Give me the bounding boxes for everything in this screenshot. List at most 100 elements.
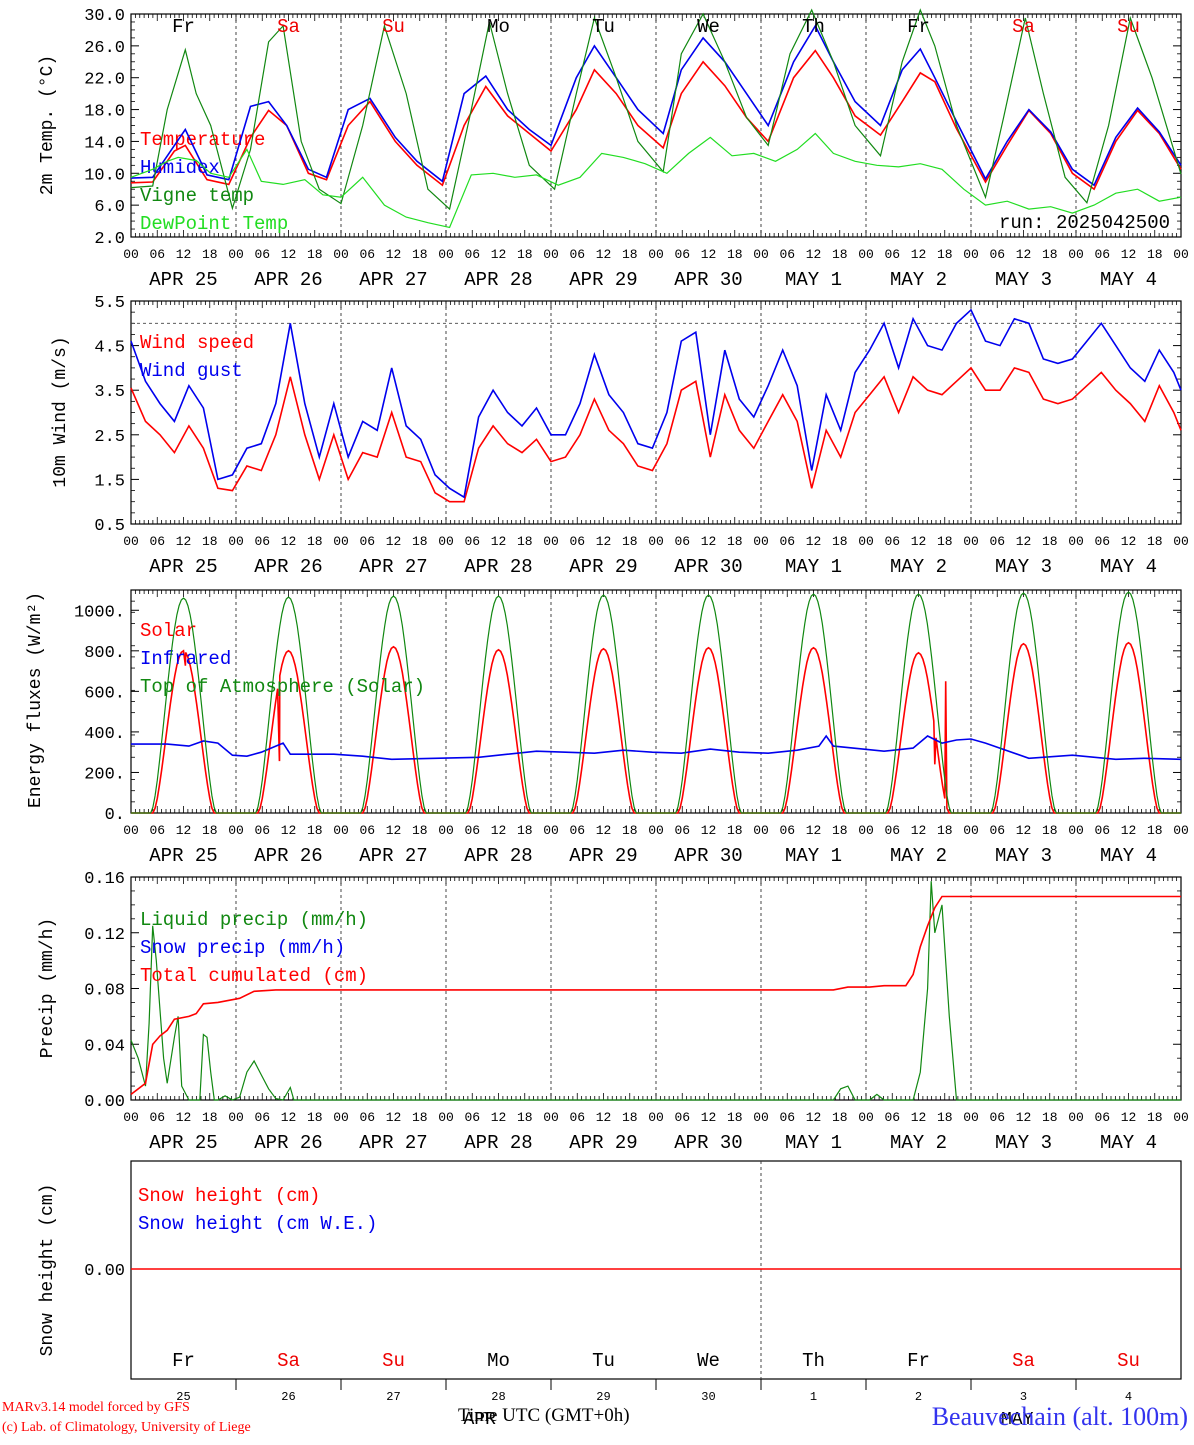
- panel-5-day-number: 28: [491, 1390, 505, 1404]
- panel-1-day-label: MAY 3: [995, 269, 1052, 291]
- panel-3-hour-label: 18: [202, 823, 218, 838]
- panel-1-hour-label: 00: [858, 247, 874, 262]
- panel-1-weekday-label: Tu: [592, 16, 615, 38]
- panel-3-hour-label: 12: [1121, 823, 1137, 838]
- panel-3-hour-label: 18: [412, 823, 428, 838]
- panel-3-hour-label: 06: [254, 823, 270, 838]
- panel-1-hour-label: 00: [123, 247, 139, 262]
- panel-2-day-label: APR 28: [464, 556, 532, 578]
- panel-3-hour-label: 00: [333, 823, 349, 838]
- panel-2-hour-label: 00: [1173, 534, 1189, 549]
- panel-4-hour-label: 00: [123, 1110, 139, 1125]
- panel-1-weekday-label: Fr: [907, 16, 930, 38]
- panel-4-hour-label: 18: [1042, 1110, 1058, 1125]
- panel-2-hour-label: 12: [911, 534, 927, 549]
- panel-4-hour-label: 12: [281, 1110, 297, 1125]
- panel-3-hour-label: 12: [491, 823, 507, 838]
- panel-1-hour-label: 18: [517, 247, 533, 262]
- panel-1-y-tick-label: 10.0: [84, 166, 125, 185]
- panel-4-hour-label: 00: [1068, 1110, 1084, 1125]
- panel-2-hour-label: 00: [333, 534, 349, 549]
- panel-4-day-label: MAY 2: [890, 1132, 947, 1154]
- panel-2-y-tick-label: 3.5: [94, 383, 125, 402]
- panel-5-day-number: 27: [386, 1390, 400, 1404]
- panel-2-hour-label: 18: [412, 534, 428, 549]
- panel-2-hour-label: 06: [884, 534, 900, 549]
- panel-1-hour-label: 12: [701, 247, 717, 262]
- model-credit: MARv3.14 model forced by GFS: [2, 1400, 190, 1415]
- panel-4-day-label: APR 25: [149, 1132, 217, 1154]
- panel-2-hour-label: 12: [1016, 534, 1032, 549]
- panel-4-day-label: APR 29: [569, 1132, 637, 1154]
- bottom-month-may: MAY: [1001, 1410, 1034, 1430]
- panel-4-day-label: APR 30: [674, 1132, 742, 1154]
- panel-1-weekday-label: Th: [802, 16, 825, 38]
- panel-4-y-tick-label: 0.00: [84, 1093, 125, 1112]
- panel-3-hour-label: 12: [911, 823, 927, 838]
- panel-5-weekday-label: Th: [802, 1350, 825, 1372]
- panel-1-weekday-label: Su: [382, 16, 405, 38]
- panel-4-y-tick-label: 0.16: [84, 870, 125, 889]
- panel-3-hour-label: 00: [438, 823, 454, 838]
- panel-5-weekday-label: Tu: [592, 1350, 615, 1372]
- panel-1-legend-item: Vigne temp: [140, 185, 254, 207]
- panel-2-hour-label: 06: [1094, 534, 1110, 549]
- panel-1-hour-label: 06: [254, 247, 270, 262]
- panel-3-legend-item: Solar: [140, 620, 197, 642]
- panel-2-series-wind-speed: [130, 366, 1182, 503]
- panel-4-hour-label: 06: [464, 1110, 480, 1125]
- panel-2-hour-label: 18: [1147, 534, 1163, 549]
- panel-5-day-number: 1: [810, 1390, 817, 1404]
- panel-3-hour-label: 12: [386, 823, 402, 838]
- panel-3-hour-label: 00: [963, 823, 979, 838]
- panel-4-hour-label: 18: [622, 1110, 638, 1125]
- panel-1-y-tick-label: 22.0: [84, 71, 125, 90]
- panel-1-hour-label: 12: [176, 247, 192, 262]
- panel-2-hour-label: 00: [648, 534, 664, 549]
- panel-1-hour-label: 00: [753, 247, 769, 262]
- panel-5-y-tick-label: 0.00: [84, 1262, 125, 1281]
- panel-3-hour-label: 06: [1094, 823, 1110, 838]
- panel-2-hour-label: 18: [517, 534, 533, 549]
- panel-1-y-tick-label: 14.0: [84, 134, 125, 153]
- panel-1-legend-item: DewPoint Temp: [140, 213, 288, 235]
- panel-2-day-label: APR 29: [569, 556, 637, 578]
- panel-1-hour-label: 12: [281, 247, 297, 262]
- panel-4-hour-label: 00: [648, 1110, 664, 1125]
- panel-3-hour-label: 06: [674, 823, 690, 838]
- panel-2-y-tick-label: 5.5: [94, 294, 125, 313]
- panel-2-hour-label: 12: [386, 534, 402, 549]
- panel-3-hour-label: 12: [1016, 823, 1032, 838]
- panel-3-hour-label: 18: [307, 823, 323, 838]
- panel-4-hour-label: 06: [1094, 1110, 1110, 1125]
- panel-3-day-label: APR 27: [359, 845, 427, 867]
- panel-3-y-tick-label: 0.: [105, 806, 125, 825]
- panel-4-y-tick-label: 0.04: [84, 1037, 125, 1056]
- panel-4-hour-label: 06: [359, 1110, 375, 1125]
- panel-4-hour-label: 18: [202, 1110, 218, 1125]
- panel-3-y-tick-label: 400.: [84, 725, 125, 744]
- panel-1-day-label: MAY 4: [1100, 269, 1157, 291]
- panel-1-hour-label: 18: [412, 247, 428, 262]
- panel-1-day-label: APR 26: [254, 269, 322, 291]
- panel-5-weekday-label: Su: [382, 1350, 405, 1372]
- panel-4-hour-label: 18: [307, 1110, 323, 1125]
- bottom-month-apr: APR: [464, 1410, 497, 1430]
- panel-1-day-label: APR 27: [359, 269, 427, 291]
- panel-3-hour-label: 00: [228, 823, 244, 838]
- panel-4-hour-label: 12: [491, 1110, 507, 1125]
- panel-2-day-label: MAY 3: [995, 556, 1052, 578]
- panel-3-hour-label: 18: [937, 823, 953, 838]
- panel-4-day-label: MAY 3: [995, 1132, 1052, 1154]
- panel-1-hour-label: 06: [674, 247, 690, 262]
- panel-4-hour-label: 18: [412, 1110, 428, 1125]
- panel-2-hour-label: 06: [149, 534, 165, 549]
- panel-1-hour-label: 18: [307, 247, 323, 262]
- panel-2-hour-label: 06: [464, 534, 480, 549]
- panel-4-legend-item: Total cumulated (cm): [140, 965, 368, 987]
- panel-1-run-annotation: run: 2025042500: [999, 212, 1170, 234]
- panel-2-hour-label: 00: [1068, 534, 1084, 549]
- panel-2-y-tick-label: 2.5: [94, 428, 125, 447]
- panel-4-hour-label: 12: [386, 1110, 402, 1125]
- panel-3-day-label: APR 28: [464, 845, 532, 867]
